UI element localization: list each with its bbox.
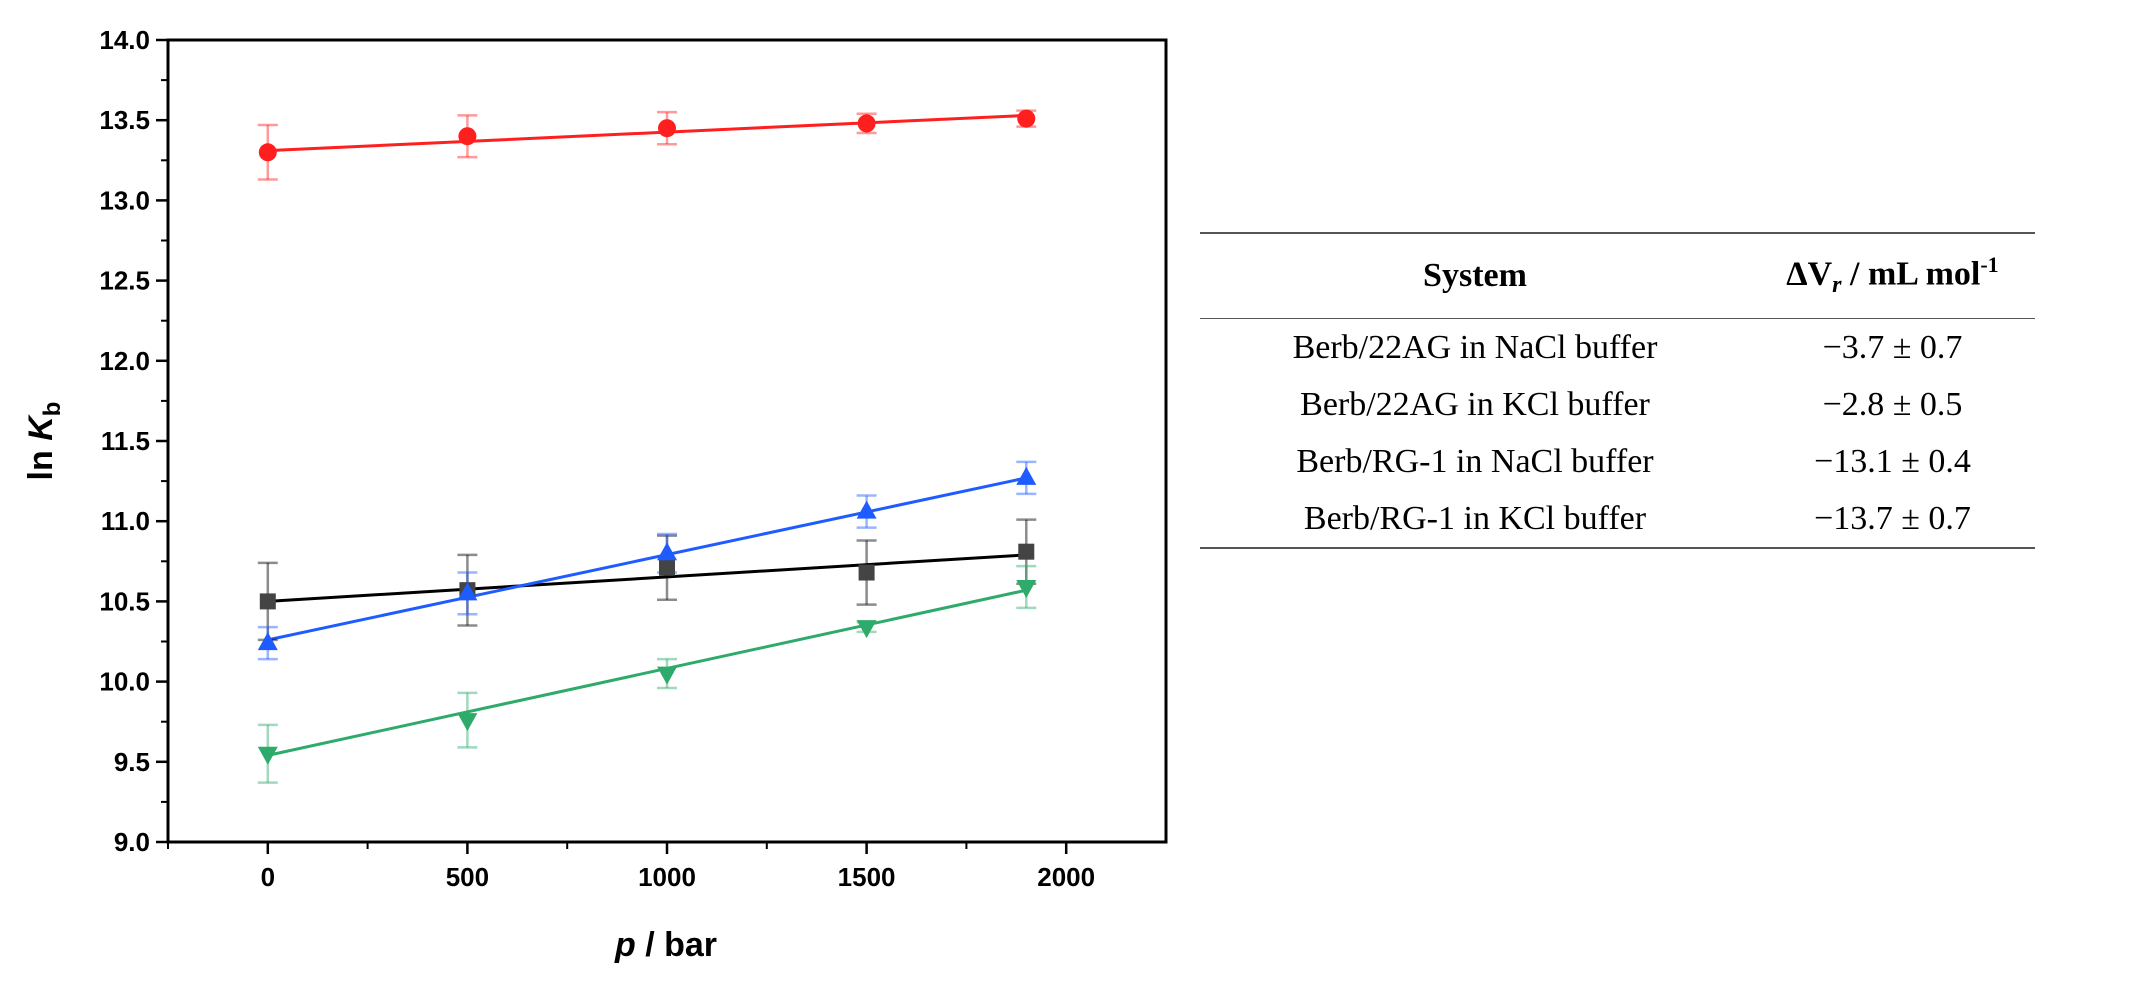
data-point [1016, 579, 1037, 598]
data-point [856, 620, 877, 639]
table-row: Berb/22AG in KCl buffer −2.8 ± 0.5 [1200, 376, 2035, 433]
value-cell: −13.7 ± 0.7 [1814, 499, 1971, 537]
data-point [858, 564, 875, 581]
fit-line [267, 113, 1027, 153]
data-point [259, 593, 276, 610]
x-tick-label: 500 [446, 862, 489, 892]
y-tick-label: 10.5 [99, 586, 150, 616]
data-point [457, 713, 478, 732]
header-delta-v: ΔVr / mL mol-1 [1786, 252, 1999, 299]
fit-line [267, 553, 1027, 603]
data-points [257, 109, 1037, 765]
x-tick-label: 2000 [1037, 862, 1095, 892]
plot-frame [166, 38, 1168, 844]
y-tick-label: 13.0 [99, 185, 150, 215]
system-cell: Berb/RG-1 in KCl buffer [1303, 499, 1647, 537]
data-point [257, 746, 278, 765]
value-cell: −2.8 ± 0.5 [1822, 385, 1963, 423]
table-row: Berb/22AG in NaCl buffer −3.7 ± 0.7 [1200, 319, 2035, 377]
x-tick-label: 0 [261, 862, 275, 892]
x-tick-label: 1500 [838, 862, 896, 892]
data-point [659, 559, 675, 576]
data-point [458, 127, 477, 146]
table-row: Berb/RG-1 in NaCl buffer −13.1 ± 0.4 [1200, 433, 2035, 490]
error-bars [257, 109, 1037, 784]
data-point [657, 542, 677, 561]
fit-line [267, 476, 1027, 642]
value-cell: −3.7 ± 0.7 [1822, 328, 1963, 366]
y-tick-label: 12.5 [99, 266, 150, 296]
x-tick-label: 1000 [638, 862, 696, 892]
delta-v-table: System ΔVr / mL mol-1 Berb/22AG in NaCl … [1200, 232, 2035, 549]
fit-lines [267, 113, 1027, 757]
value-cell: −13.1 ± 0.4 [1814, 442, 1971, 480]
data-point [1016, 466, 1037, 485]
y-tick-label: 9.0 [114, 827, 150, 857]
data-point [856, 500, 877, 519]
data-point [258, 143, 277, 162]
system-cell: Berb/22AG in KCl buffer [1300, 385, 1650, 423]
data-point [658, 119, 676, 138]
data-point [657, 666, 677, 685]
header-system: System [1423, 257, 1527, 294]
y-tick-label: 10.0 [99, 667, 150, 697]
data-point [857, 114, 876, 133]
data-point [1018, 543, 1035, 560]
data-point [257, 632, 278, 651]
axis-ticks: 0 500 1000 1500 2000 9.0 9.5 10.0 10.5 11.0 11.5 12… [99, 25, 1095, 892]
y-tick-label: 11.0 [101, 506, 150, 536]
y-tick-label: 12.0 [99, 346, 150, 376]
y-tick-label: 13.5 [99, 105, 150, 135]
system-cell: Berb/RG-1 in NaCl buffer [1296, 442, 1654, 480]
data-point [457, 582, 478, 601]
y-tick-label: 11.5 [101, 426, 150, 456]
data-point [1017, 109, 1036, 128]
table-header-row: System ΔVr / mL mol-1 [1200, 233, 2035, 319]
y-tick-label: 14.0 [99, 25, 150, 55]
system-cell: Berb/22AG in NaCl buffer [1292, 328, 1658, 366]
x-axis-title: p / bar [614, 926, 717, 964]
y-tick-label: 9.5 [114, 747, 150, 777]
y-axis-title: ln Kb [22, 402, 66, 481]
fit-line [267, 588, 1027, 757]
table-row: Berb/RG-1 in KCl buffer −13.7 ± 0.7 [1200, 490, 2035, 548]
